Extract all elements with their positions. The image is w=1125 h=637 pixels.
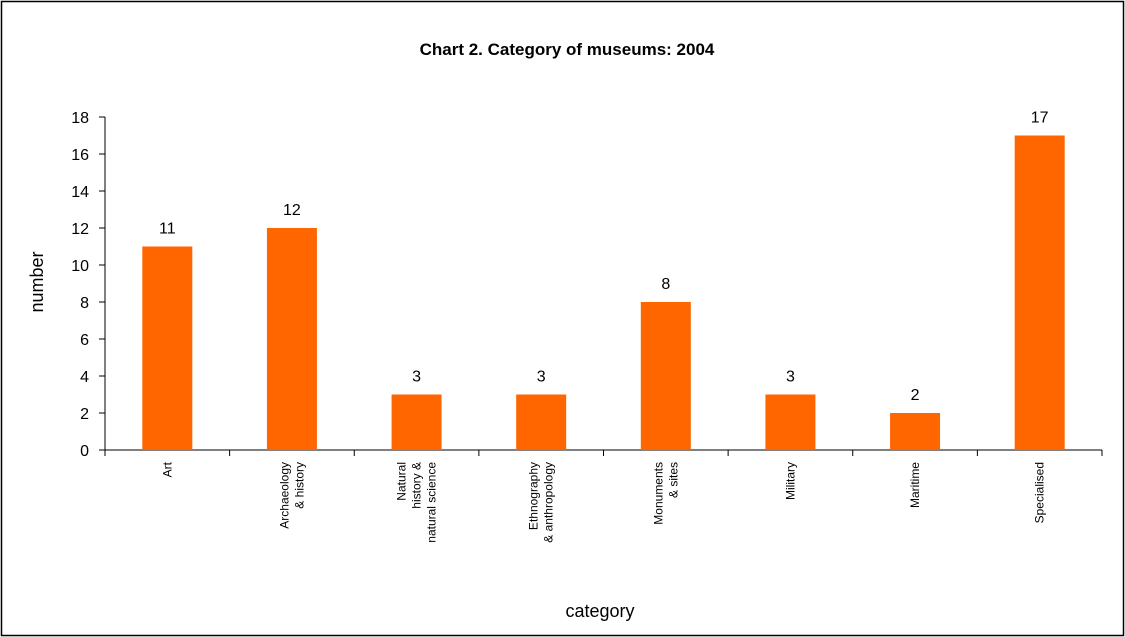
x-tick-label: Monuments& sites	[651, 462, 680, 525]
x-tick-label: Military	[783, 462, 797, 500]
chart-title: Chart 2. Category of museums: 2004	[420, 40, 715, 59]
y-tick-label: 6	[80, 332, 89, 349]
bar	[266, 228, 317, 450]
y-tick-label: 4	[80, 369, 89, 386]
y-tick-label: 8	[80, 295, 89, 312]
data-label: 3	[786, 369, 795, 386]
x-tick-label: Maritime	[908, 462, 922, 508]
bar	[765, 394, 816, 450]
data-label: 3	[537, 369, 546, 386]
y-tick-label: 16	[71, 147, 89, 164]
data-label: 3	[412, 369, 421, 386]
bar	[516, 394, 567, 450]
y-tick-label: 14	[71, 184, 89, 201]
x-tick-label: Art	[160, 461, 174, 477]
y-tick-label: 12	[71, 221, 89, 238]
x-axis-label: category	[565, 601, 634, 621]
bar	[391, 394, 442, 450]
x-tick-label: Specialised	[1033, 462, 1047, 523]
y-axis-label: number	[27, 251, 47, 312]
x-tick-label: Naturalhistory &natural science	[395, 462, 439, 543]
data-label: 8	[661, 276, 670, 293]
data-label: 12	[283, 202, 301, 219]
bar	[1014, 135, 1065, 450]
bar	[142, 246, 193, 450]
plot-area: 0 2 4 6 8 10 12 14 16 18 11 Art 12 Archaeology& histo…	[71, 110, 1103, 543]
data-label: 11	[159, 221, 176, 238]
y-tick-label: 0	[80, 443, 89, 460]
x-tick-label: Archaeology& history	[277, 462, 306, 529]
y-tick-label: 2	[80, 406, 89, 423]
x-tick-label: Ethnography& anthropology	[527, 462, 556, 543]
data-label: 2	[911, 387, 920, 404]
bar	[890, 413, 941, 450]
bar	[640, 302, 691, 450]
y-tick-label: 18	[71, 110, 89, 127]
data-label: 17	[1031, 110, 1049, 127]
y-tick-label: 10	[71, 258, 89, 275]
